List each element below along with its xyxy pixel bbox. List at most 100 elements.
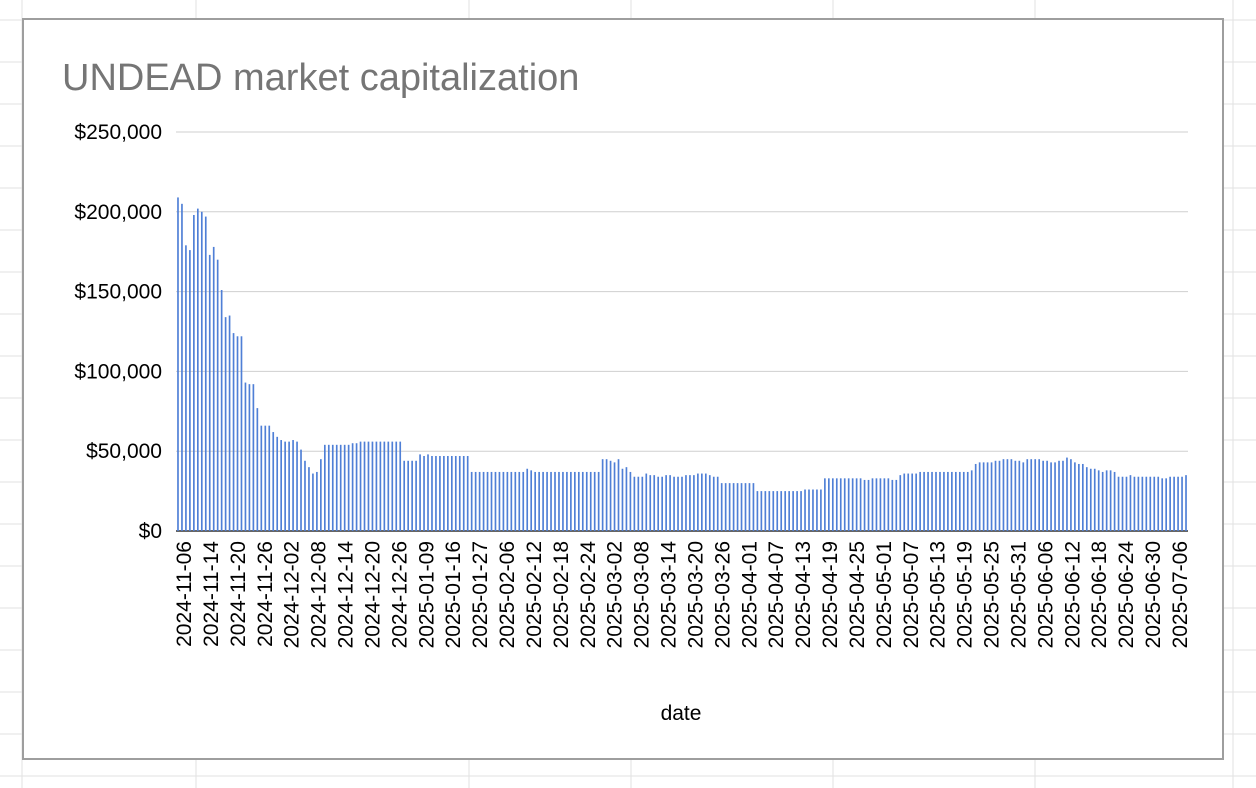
bar <box>498 471 501 531</box>
bar <box>990 462 993 531</box>
bar <box>883 478 886 531</box>
bar <box>1137 476 1140 531</box>
x-tick-label: 2024-12-26 <box>388 541 411 648</box>
y-tick-label: $250,000 <box>74 121 162 144</box>
bar <box>585 471 588 531</box>
bar <box>407 460 409 531</box>
bar <box>701 473 703 531</box>
bar <box>351 443 354 531</box>
bar <box>1078 463 1080 531</box>
bar <box>951 471 953 531</box>
bar <box>966 471 969 531</box>
bar <box>312 473 314 531</box>
bar <box>323 444 326 531</box>
bar <box>673 476 675 531</box>
bar <box>716 476 719 531</box>
x-tick-label: 2025-01-09 <box>415 541 438 648</box>
bar <box>546 471 548 531</box>
x-tick-label: 2025-06-24 <box>1115 541 1138 649</box>
bar <box>597 471 600 531</box>
bar <box>177 197 179 531</box>
bar <box>955 471 957 531</box>
bar <box>998 460 1001 531</box>
x-tick-label: 2025-03-02 <box>604 541 627 648</box>
x-axis-label: date <box>661 702 702 725</box>
bar <box>756 491 759 531</box>
bar <box>490 471 493 531</box>
bar <box>800 491 802 531</box>
bar <box>522 471 525 531</box>
bar <box>839 478 842 531</box>
x-tick-label: 2025-02-18 <box>550 541 573 648</box>
y-tick-label: $0 <box>139 520 162 543</box>
bar <box>1157 476 1160 531</box>
bar <box>268 425 271 531</box>
bar <box>645 473 648 531</box>
bar <box>1014 460 1017 531</box>
bar <box>288 441 290 531</box>
bar <box>339 444 342 531</box>
bar <box>375 441 378 531</box>
bar <box>1185 475 1187 531</box>
bar <box>204 216 207 531</box>
bar <box>927 471 929 531</box>
bar <box>982 462 985 531</box>
bar <box>708 475 711 531</box>
bar <box>617 459 620 531</box>
bar <box>732 483 735 531</box>
x-tick-label: 2024-11-06 <box>173 541 196 647</box>
bar <box>224 317 227 531</box>
bar <box>280 440 283 531</box>
x-tick-label: 2024-12-14 <box>335 541 358 649</box>
bar <box>347 444 350 531</box>
bar <box>780 491 783 531</box>
bar <box>554 471 556 531</box>
bar <box>1070 459 1072 531</box>
x-tick-label: 2025-05-01 <box>873 541 896 648</box>
x-tick-label: 2025-04-07 <box>765 541 788 648</box>
x-tick-label: 2025-05-13 <box>927 541 950 648</box>
bar <box>958 471 961 531</box>
bar <box>427 454 429 531</box>
bar <box>677 476 679 531</box>
bar <box>593 471 596 531</box>
bar <box>1074 462 1076 531</box>
bar <box>450 455 453 531</box>
bar <box>1050 462 1052 531</box>
bar <box>189 250 191 531</box>
bar <box>657 476 660 531</box>
bar <box>1181 476 1183 531</box>
bar <box>470 471 473 531</box>
bar <box>903 473 906 531</box>
chart-card[interactable]: UNDEAD market capitalization $0 $50,000 $1… <box>22 18 1224 760</box>
bar <box>1058 460 1060 531</box>
bar <box>264 425 267 531</box>
x-tick-label: 2025-06-30 <box>1142 541 1165 648</box>
bar <box>331 444 334 531</box>
bar <box>292 440 294 531</box>
bar <box>200 211 203 532</box>
bar <box>1022 462 1025 531</box>
bar <box>740 483 743 531</box>
bar <box>244 382 247 531</box>
bar <box>939 471 941 531</box>
bar <box>1010 459 1013 531</box>
bar <box>506 471 509 531</box>
bar <box>931 471 933 531</box>
x-tick-label: 2025-04-01 <box>738 541 761 648</box>
bar <box>1089 468 1092 531</box>
bar <box>697 473 699 531</box>
x-tick-label: 2025-03-20 <box>684 541 707 648</box>
bar <box>970 470 973 531</box>
x-tick-label: 2025-03-26 <box>711 541 734 648</box>
bar <box>669 475 671 531</box>
bar <box>371 441 374 531</box>
bar <box>681 476 683 531</box>
bar <box>423 455 425 531</box>
bar <box>601 459 604 531</box>
bar <box>308 467 310 531</box>
bar <box>879 478 882 531</box>
bar <box>411 460 413 531</box>
bar <box>911 473 914 531</box>
x-tick-label: 2024-11-14 <box>200 541 223 647</box>
